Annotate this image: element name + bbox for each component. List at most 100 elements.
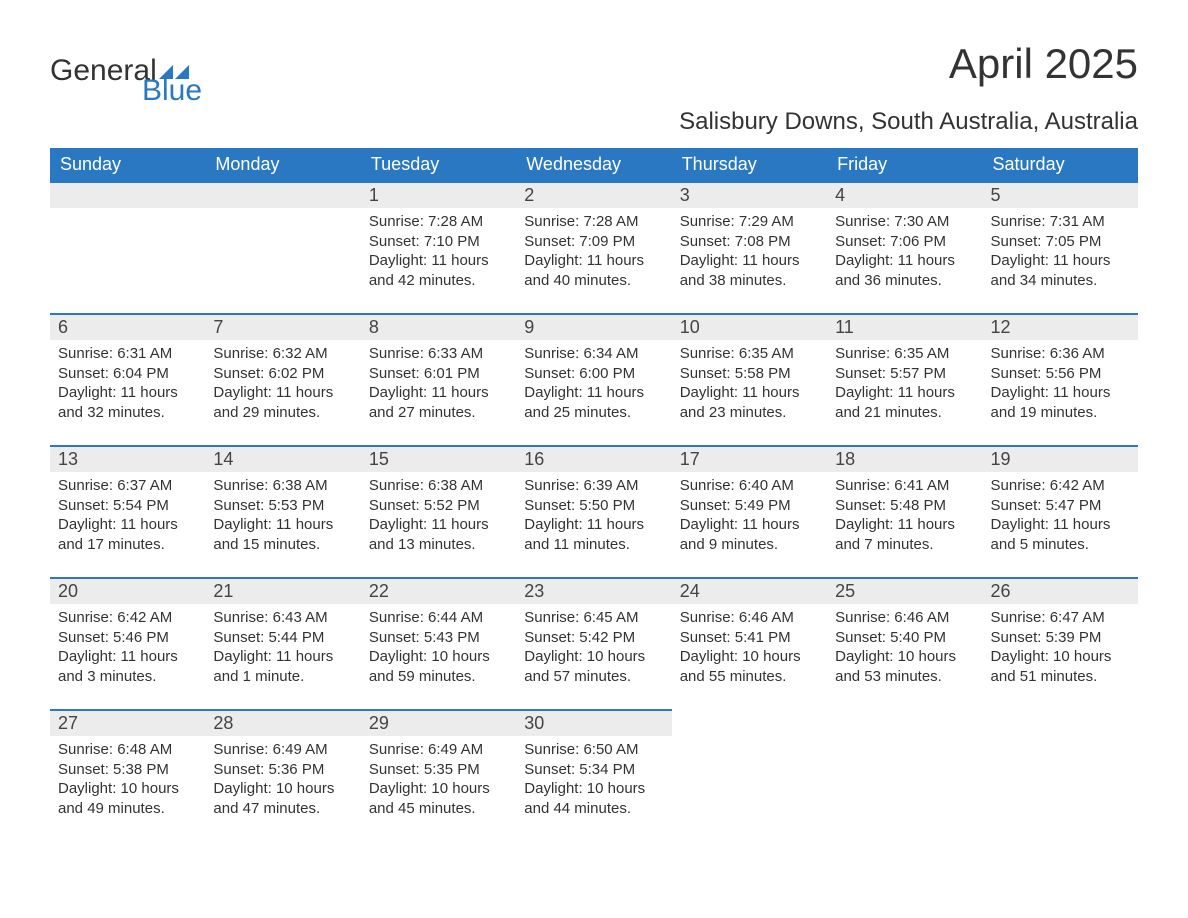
day-details: Sunrise: 6:36 AMSunset: 5:56 PMDaylight:…	[983, 340, 1138, 426]
day-number: 11	[827, 313, 982, 340]
sunset-line: Sunset: 5:39 PM	[991, 628, 1130, 648]
sunset-line: Sunset: 5:53 PM	[213, 496, 352, 516]
weekday-header: Monday	[205, 148, 360, 181]
weekday-header: Thursday	[672, 148, 827, 181]
sunset-line: Sunset: 5:46 PM	[58, 628, 197, 648]
daylight-line: Daylight: 11 hours and 13 minutes.	[369, 515, 508, 554]
day-number: 19	[983, 445, 1138, 472]
daylight-line: Daylight: 11 hours and 38 minutes.	[680, 251, 819, 290]
sunrise-line: Sunrise: 6:49 AM	[213, 740, 352, 760]
day-details: Sunrise: 6:50 AMSunset: 5:34 PMDaylight:…	[516, 736, 671, 822]
empty-day	[205, 181, 360, 208]
calendar-cell: 14Sunrise: 6:38 AMSunset: 5:53 PMDayligh…	[205, 445, 360, 577]
daylight-line: Daylight: 11 hours and 5 minutes.	[991, 515, 1130, 554]
calendar-week-row: 6Sunrise: 6:31 AMSunset: 6:04 PMDaylight…	[50, 313, 1138, 445]
day-number: 18	[827, 445, 982, 472]
day-number: 26	[983, 577, 1138, 604]
weekday-header: Wednesday	[516, 148, 671, 181]
day-number: 16	[516, 445, 671, 472]
calendar-cell: 11Sunrise: 6:35 AMSunset: 5:57 PMDayligh…	[827, 313, 982, 445]
daylight-line: Daylight: 10 hours and 49 minutes.	[58, 779, 197, 818]
logo-text-general: General	[50, 54, 157, 88]
calendar-cell: 29Sunrise: 6:49 AMSunset: 5:35 PMDayligh…	[361, 709, 516, 841]
daylight-line: Daylight: 11 hours and 29 minutes.	[213, 383, 352, 422]
sunset-line: Sunset: 7:06 PM	[835, 232, 974, 252]
sunset-line: Sunset: 5:50 PM	[524, 496, 663, 516]
calendar-cell: 15Sunrise: 6:38 AMSunset: 5:52 PMDayligh…	[361, 445, 516, 577]
day-number: 21	[205, 577, 360, 604]
sunrise-line: Sunrise: 6:38 AM	[369, 476, 508, 496]
day-number: 3	[672, 181, 827, 208]
calendar-cell: 24Sunrise: 6:46 AMSunset: 5:41 PMDayligh…	[672, 577, 827, 709]
sunset-line: Sunset: 5:49 PM	[680, 496, 819, 516]
calendar-cell	[50, 181, 205, 313]
calendar-cell: 20Sunrise: 6:42 AMSunset: 5:46 PMDayligh…	[50, 577, 205, 709]
sunset-line: Sunset: 7:10 PM	[369, 232, 508, 252]
sunrise-line: Sunrise: 6:44 AM	[369, 608, 508, 628]
daylight-line: Daylight: 10 hours and 47 minutes.	[213, 779, 352, 818]
sunrise-line: Sunrise: 6:47 AM	[991, 608, 1130, 628]
page-title: April 2025	[949, 40, 1138, 88]
daylight-line: Daylight: 11 hours and 32 minutes.	[58, 383, 197, 422]
calendar-cell: 18Sunrise: 6:41 AMSunset: 5:48 PMDayligh…	[827, 445, 982, 577]
day-details: Sunrise: 6:37 AMSunset: 5:54 PMDaylight:…	[50, 472, 205, 558]
sunrise-line: Sunrise: 6:42 AM	[58, 608, 197, 628]
calendar-cell: 3Sunrise: 7:29 AMSunset: 7:08 PMDaylight…	[672, 181, 827, 313]
day-details: Sunrise: 6:48 AMSunset: 5:38 PMDaylight:…	[50, 736, 205, 822]
day-details: Sunrise: 6:38 AMSunset: 5:53 PMDaylight:…	[205, 472, 360, 558]
calendar-cell: 19Sunrise: 6:42 AMSunset: 5:47 PMDayligh…	[983, 445, 1138, 577]
calendar-cell: 26Sunrise: 6:47 AMSunset: 5:39 PMDayligh…	[983, 577, 1138, 709]
day-number: 9	[516, 313, 671, 340]
day-details: Sunrise: 6:33 AMSunset: 6:01 PMDaylight:…	[361, 340, 516, 426]
daylight-line: Daylight: 11 hours and 1 minute.	[213, 647, 352, 686]
day-details: Sunrise: 7:28 AMSunset: 7:09 PMDaylight:…	[516, 208, 671, 294]
calendar-cell: 9Sunrise: 6:34 AMSunset: 6:00 PMDaylight…	[516, 313, 671, 445]
daylight-line: Daylight: 11 hours and 7 minutes.	[835, 515, 974, 554]
day-details: Sunrise: 7:30 AMSunset: 7:06 PMDaylight:…	[827, 208, 982, 294]
calendar-cell	[983, 709, 1138, 841]
day-details: Sunrise: 6:35 AMSunset: 5:58 PMDaylight:…	[672, 340, 827, 426]
sunset-line: Sunset: 7:05 PM	[991, 232, 1130, 252]
day-number: 23	[516, 577, 671, 604]
calendar-cell: 23Sunrise: 6:45 AMSunset: 5:42 PMDayligh…	[516, 577, 671, 709]
sunset-line: Sunset: 5:34 PM	[524, 760, 663, 780]
sunset-line: Sunset: 5:36 PM	[213, 760, 352, 780]
day-number: 10	[672, 313, 827, 340]
daylight-line: Daylight: 11 hours and 15 minutes.	[213, 515, 352, 554]
day-details: Sunrise: 6:47 AMSunset: 5:39 PMDaylight:…	[983, 604, 1138, 690]
sunrise-line: Sunrise: 6:37 AM	[58, 476, 197, 496]
calendar-cell: 30Sunrise: 6:50 AMSunset: 5:34 PMDayligh…	[516, 709, 671, 841]
day-number: 27	[50, 709, 205, 736]
sunset-line: Sunset: 5:44 PM	[213, 628, 352, 648]
day-details: Sunrise: 6:38 AMSunset: 5:52 PMDaylight:…	[361, 472, 516, 558]
daylight-line: Daylight: 11 hours and 11 minutes.	[524, 515, 663, 554]
day-number: 8	[361, 313, 516, 340]
daylight-line: Daylight: 11 hours and 3 minutes.	[58, 647, 197, 686]
day-number: 30	[516, 709, 671, 736]
daylight-line: Daylight: 11 hours and 21 minutes.	[835, 383, 974, 422]
sunset-line: Sunset: 5:42 PM	[524, 628, 663, 648]
daylight-line: Daylight: 10 hours and 45 minutes.	[369, 779, 508, 818]
sunrise-line: Sunrise: 6:31 AM	[58, 344, 197, 364]
calendar-cell: 22Sunrise: 6:44 AMSunset: 5:43 PMDayligh…	[361, 577, 516, 709]
sunset-line: Sunset: 7:08 PM	[680, 232, 819, 252]
day-number: 13	[50, 445, 205, 472]
sunrise-line: Sunrise: 6:46 AM	[835, 608, 974, 628]
day-details: Sunrise: 6:45 AMSunset: 5:42 PMDaylight:…	[516, 604, 671, 690]
location-subtitle: Salisbury Downs, South Australia, Austra…	[50, 108, 1138, 136]
day-details: Sunrise: 6:32 AMSunset: 6:02 PMDaylight:…	[205, 340, 360, 426]
daylight-line: Daylight: 11 hours and 23 minutes.	[680, 383, 819, 422]
sunrise-line: Sunrise: 6:39 AM	[524, 476, 663, 496]
daylight-line: Daylight: 11 hours and 36 minutes.	[835, 251, 974, 290]
calendar-cell: 17Sunrise: 6:40 AMSunset: 5:49 PMDayligh…	[672, 445, 827, 577]
day-number: 14	[205, 445, 360, 472]
day-details: Sunrise: 6:41 AMSunset: 5:48 PMDaylight:…	[827, 472, 982, 558]
sunrise-line: Sunrise: 6:36 AM	[991, 344, 1130, 364]
daylight-line: Daylight: 11 hours and 34 minutes.	[991, 251, 1130, 290]
daylight-line: Daylight: 11 hours and 17 minutes.	[58, 515, 197, 554]
day-details: Sunrise: 6:31 AMSunset: 6:04 PMDaylight:…	[50, 340, 205, 426]
daylight-line: Daylight: 11 hours and 42 minutes.	[369, 251, 508, 290]
calendar-cell: 28Sunrise: 6:49 AMSunset: 5:36 PMDayligh…	[205, 709, 360, 841]
sunrise-line: Sunrise: 6:41 AM	[835, 476, 974, 496]
day-number: 15	[361, 445, 516, 472]
